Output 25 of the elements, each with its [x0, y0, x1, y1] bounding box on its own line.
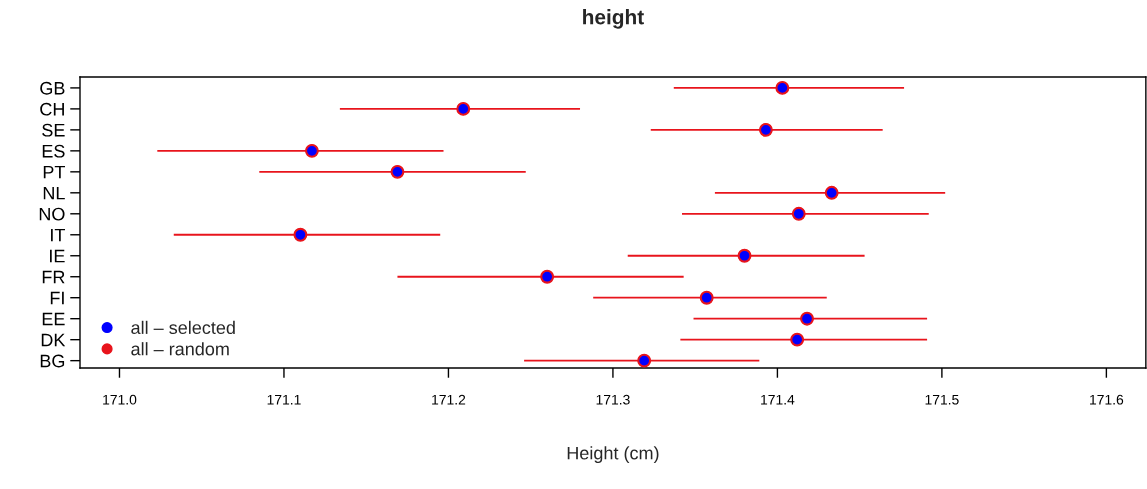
- y-tick-label: IE: [50, 249, 65, 263]
- x-tick-label: 171.4: [761, 394, 795, 405]
- x-tick-label: 171.1: [267, 394, 301, 405]
- x-tick-label: 171.5: [925, 394, 959, 405]
- y-tick-label: CH: [40, 102, 64, 116]
- y-tick-label: NL: [43, 186, 65, 200]
- chart-title: height: [583, 9, 644, 29]
- y-tick-label: ES: [42, 144, 65, 158]
- y-tick-label: IT: [51, 228, 66, 242]
- legend-label: all – random: [131, 342, 229, 356]
- y-tick-label: NO: [39, 207, 65, 221]
- y-tick-label: GB: [40, 81, 65, 95]
- y-tick-label: SE: [42, 123, 65, 137]
- y-tick-label: FI: [50, 291, 64, 305]
- y-tick-label: EE: [42, 312, 65, 326]
- x-tick-label: 171.0: [103, 394, 137, 405]
- x-tick-label: 171.2: [432, 394, 466, 405]
- y-tick-label: PT: [43, 165, 65, 179]
- x-tick-label: 171.6: [1090, 394, 1124, 405]
- y-tick-label: BG: [40, 354, 65, 368]
- y-tick-label: FR: [42, 270, 65, 284]
- x-tick-label: 171.3: [596, 394, 630, 405]
- x-axis-title: Height (cm): [567, 446, 659, 464]
- legend-label: all – selected: [131, 320, 235, 335]
- y-tick-label: DK: [41, 333, 66, 347]
